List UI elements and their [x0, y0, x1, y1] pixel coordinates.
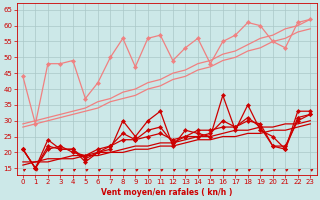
- X-axis label: Vent moyen/en rafales ( kn/h ): Vent moyen/en rafales ( kn/h ): [101, 188, 232, 197]
